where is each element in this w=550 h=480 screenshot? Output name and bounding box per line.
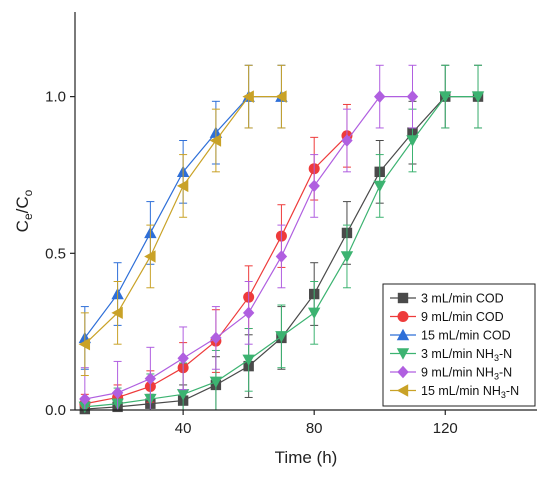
legend-label-suffix: -N [506, 384, 519, 398]
legend-label: 9 mL/min COD [421, 310, 504, 324]
data-point [144, 372, 157, 385]
data-point [209, 134, 222, 147]
x-tick-label: 40 [175, 420, 192, 437]
legend-entry: 15 mL/min COD [390, 329, 511, 343]
legend-label-text: 3 mL/min COD [421, 292, 504, 306]
legend-label-sub: 3 [494, 372, 499, 382]
data-point [210, 331, 222, 345]
data-point [406, 135, 419, 147]
data-point [275, 90, 287, 103]
legend-label-sub: 3 [501, 390, 506, 400]
legend-label-text: 3 mL/min NH [421, 347, 494, 361]
data-point [439, 91, 452, 103]
data-point [275, 250, 288, 263]
data-point [373, 180, 386, 193]
series-6 [78, 64, 287, 377]
y-tick-label: 1.0 [45, 89, 66, 106]
data-point [176, 389, 190, 401]
data-point [176, 179, 189, 193]
legend-label: 15 mL/min COD [421, 329, 511, 343]
data-point [275, 331, 288, 343]
legend-marker [397, 311, 409, 322]
legend-label-sub: 3 [494, 353, 499, 363]
legend-label: 3 mL/min NH3-N [421, 347, 512, 363]
legend-label-text: 9 mL/min NH [421, 366, 494, 380]
legend-entry: 3 mL/min COD [390, 292, 504, 306]
data-point [471, 91, 485, 103]
data-point [242, 306, 255, 320]
legend-label: 9 mL/min NH3-N [421, 366, 512, 382]
y-ticks: 0.0 0.5 1.0 [45, 89, 75, 419]
data-point [79, 392, 91, 406]
data-point [209, 376, 223, 388]
legend-entry: 3 mL/min NH3-N [390, 347, 512, 363]
data-point [307, 307, 321, 320]
legend-entry: 9 mL/min NH3-N [390, 366, 512, 382]
legend-marker [396, 348, 410, 360]
legend-marker [397, 365, 409, 379]
y-title-main: C [13, 220, 32, 232]
data-point [308, 179, 320, 193]
y-tick-label: 0.0 [45, 402, 66, 419]
data-point [177, 352, 189, 365]
legend-box [382, 283, 536, 407]
legend-label-text: 15 mL/min NH [421, 384, 501, 398]
data-point [78, 337, 91, 351]
legend-label: 3 mL/min COD [421, 292, 504, 306]
y-title-slash: /C [13, 196, 32, 213]
data-point [341, 134, 353, 147]
data-point [242, 354, 255, 367]
legend-entry: 9 mL/min COD [390, 310, 504, 324]
legend-entry: 15 mL/min NH3-N [390, 384, 519, 400]
data-point [111, 386, 124, 399]
y-title-sub2: o [21, 189, 35, 196]
data-point [144, 250, 156, 263]
legend-marker [397, 292, 409, 304]
x-axis-title: Time (h) [275, 448, 338, 467]
data-point [374, 90, 386, 103]
legend-label-text: 9 mL/min COD [421, 310, 504, 324]
legend-label-text: 15 mL/min COD [421, 329, 511, 343]
x-tick-label: 80 [306, 420, 323, 437]
legend-label-suffix: -N [499, 366, 512, 380]
legend: 3 mL/min COD 9 mL/min COD 15 mL/min COD 3 m… [382, 283, 536, 407]
legend-marker [396, 384, 409, 397]
data-point [340, 251, 354, 263]
legend-label: 15 mL/min NH3-N [421, 384, 519, 400]
x-ticks: 40 80 120 [175, 410, 458, 437]
x-tick-label: 120 [433, 420, 458, 437]
legend-marker [396, 328, 410, 341]
legend-label-suffix: -N [499, 347, 512, 361]
y-tick-label: 0.5 [45, 245, 66, 262]
data-point [111, 306, 123, 320]
y-title-sub1: e [21, 213, 35, 220]
data-point [406, 90, 419, 103]
data-point [242, 90, 254, 103]
y-axis-title: Ce/Co [13, 189, 35, 232]
